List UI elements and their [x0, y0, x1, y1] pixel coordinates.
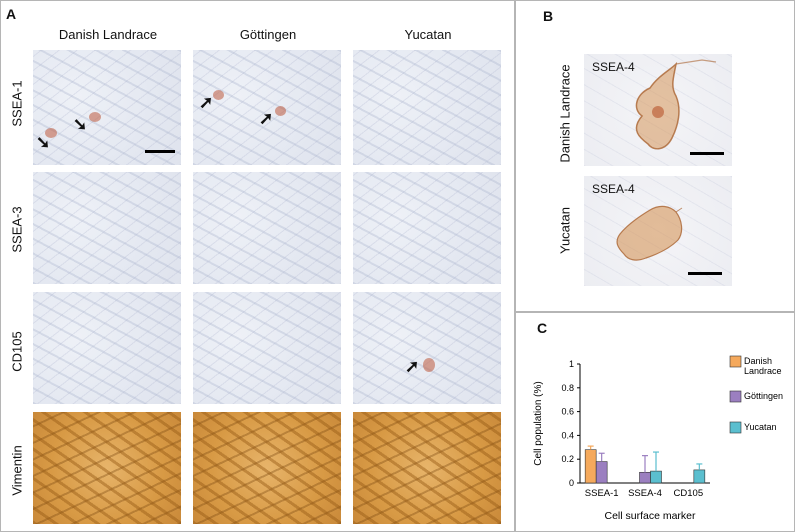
bar	[693, 469, 706, 484]
y-tick-label: 1	[569, 359, 574, 369]
micrograph-vimentin-danish	[33, 412, 181, 524]
legend-swatch	[729, 421, 742, 434]
row-label-cd105: CD105	[9, 331, 25, 372]
micrograph-ssea1-danish: ➘ ➘	[33, 50, 181, 165]
stained-cell	[635, 59, 717, 150]
row-label-vimentin: Vimentin	[9, 445, 25, 496]
y-tick-label: 0.4	[561, 430, 574, 440]
micrograph-cd105-yucatan: ➚	[353, 292, 501, 404]
arrow-icon: ➘	[73, 115, 88, 134]
micrograph-ssea3-yucatan	[353, 172, 501, 284]
micrograph-label: SSEA-4	[592, 60, 635, 74]
row-label-b-yucatan: Yucatan	[557, 207, 573, 254]
bar	[650, 470, 662, 484]
column-label-gottingen: Göttingen	[239, 27, 297, 42]
micrograph-ssea3-gottingen	[193, 172, 341, 284]
scale-bar	[690, 152, 724, 155]
stained-cell	[616, 205, 683, 261]
scale-bar	[688, 272, 722, 275]
row-label-b-danish: Danish Landrace	[557, 64, 573, 163]
legend-swatch	[729, 355, 742, 368]
legend-label: Göttingen	[744, 391, 783, 401]
micrograph-cd105-danish	[33, 292, 181, 404]
micrograph-vimentin-gottingen	[193, 412, 341, 524]
y-tick-label: 0	[569, 478, 574, 488]
legend-label: Yucatan	[744, 422, 777, 432]
y-tick-label: 0.2	[561, 454, 574, 464]
panel-a-letter: A	[6, 6, 17, 22]
arrow-icon: ➚	[405, 357, 420, 376]
micrograph-vimentin-yucatan	[353, 412, 501, 524]
panel-c-letter: C	[537, 320, 548, 336]
micrograph-cd105-gottingen	[193, 292, 341, 404]
micrograph-ssea4-yucatan: SSEA-4	[584, 176, 732, 286]
bar	[639, 471, 651, 484]
bar	[595, 461, 608, 484]
legend-label: Landrace	[744, 366, 782, 376]
row-label-ssea1: SSEA-1	[9, 80, 25, 127]
y-tick-label: 0.6	[561, 407, 574, 417]
panel-b-letter: B	[543, 8, 554, 24]
micrograph-ssea4-danish: SSEA-4	[584, 54, 732, 166]
y-tick-label: 0.8	[561, 383, 574, 393]
chart-root: 0 0.2 0.4 0.6 0.8 1 Cell population (%) SSEA-1 S…	[533, 355, 783, 522]
column-label-yucatan: Yucatan	[404, 27, 452, 42]
micrograph-ssea1-gottingen: ➚ ➚	[193, 50, 341, 165]
micrograph-label: SSEA-4	[592, 182, 635, 196]
column-label-danish: Danish Landrace	[58, 27, 158, 42]
x-tick-label: SSEA-4	[628, 488, 662, 499]
legend-swatch	[729, 390, 742, 403]
bar	[584, 449, 597, 484]
row-label-ssea3: SSEA-3	[9, 206, 25, 253]
y-axis-label: Cell population (%)	[533, 381, 544, 466]
micrograph-ssea3-danish	[33, 172, 181, 284]
arrow-icon: ➚	[199, 93, 214, 112]
legend-label: Danish	[744, 356, 772, 366]
micrograph-ssea1-yucatan	[353, 50, 501, 165]
arrow-icon: ➚	[259, 109, 274, 128]
scale-bar	[145, 150, 175, 153]
arrow-icon: ➘	[36, 133, 51, 152]
cell-population-chart: 0 0.2 0.4 0.6 0.8 1 Cell population (%) SSEA-1 S…	[533, 355, 783, 522]
x-tick-label: CD105	[674, 488, 704, 499]
x-axis-label: Cell surface marker	[604, 510, 696, 522]
x-tick-label: SSEA-1	[585, 488, 619, 499]
